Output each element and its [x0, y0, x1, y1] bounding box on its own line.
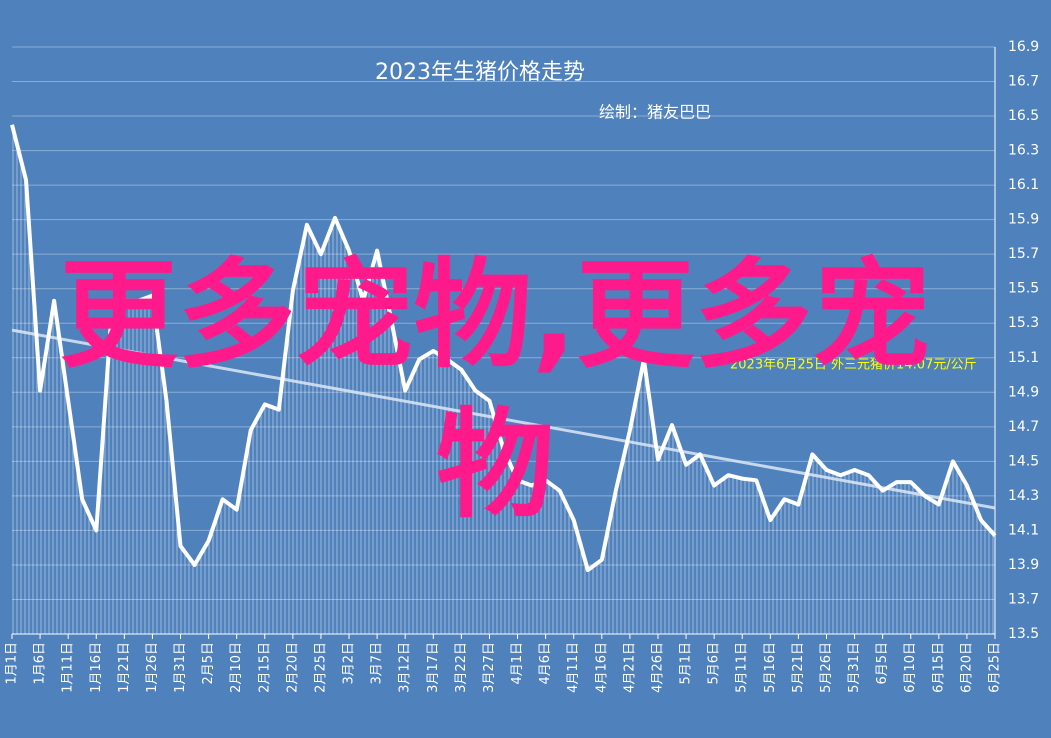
y-tick-label: 14.3	[1008, 488, 1039, 504]
x-tick-label: 4月11日	[566, 642, 581, 693]
x-tick-label: 4月16日	[594, 642, 609, 693]
x-tick-label: 3月22日	[454, 642, 469, 693]
y-tick-label: 15.5	[1008, 281, 1039, 297]
y-tick-label: 14.9	[1008, 384, 1039, 400]
subtitle: 绘制：猪友巴巴	[599, 103, 711, 122]
x-tick-label: 1月26日	[145, 642, 160, 693]
x-tick-label: 4月26日	[650, 642, 665, 693]
x-tick-label: 3月7日	[370, 642, 385, 685]
x-tick-label: 1月31日	[173, 642, 188, 693]
x-tick-label: 5月26日	[819, 642, 834, 693]
chart-title: 2023年生猪价格走势	[375, 60, 585, 85]
x-tick-label: 6月20日	[959, 642, 974, 693]
x-tick-label: 2月10日	[229, 642, 244, 693]
x-tick-label: 3月12日	[398, 642, 413, 693]
y-tick-label: 15.1	[1008, 350, 1039, 366]
x-tick-label: 1月6日	[33, 642, 48, 685]
x-tick-label: 1月16日	[89, 642, 104, 693]
x-tick-label: 6月15日	[931, 642, 946, 693]
x-tick-label: 5月16日	[763, 642, 778, 693]
y-tick-label: 16.5	[1008, 108, 1039, 124]
x-tick-label: 6月5日	[875, 642, 890, 685]
x-tick-label: 2月5日	[201, 642, 216, 685]
x-tick-label: 5月1日	[679, 642, 694, 685]
y-tick-label: 14.5	[1008, 453, 1039, 469]
y-tick-label: 13.9	[1008, 557, 1039, 573]
x-tick-label: 4月6日	[538, 642, 553, 685]
y-tick-label: 14.7	[1008, 419, 1039, 435]
y-tick-label: 15.7	[1008, 246, 1039, 262]
x-tick-label: 5月31日	[847, 642, 862, 693]
y-tick-label: 16.3	[1008, 143, 1039, 159]
y-tick-label: 16.7	[1008, 74, 1039, 90]
y-tick-label: 15.3	[1008, 315, 1039, 331]
x-tick-label: 1月1日	[5, 642, 20, 685]
y-tick-label: 16.9	[1008, 39, 1039, 55]
x-tick-label: 6月25日	[988, 642, 1003, 693]
x-tick-label: 3月17日	[426, 642, 441, 693]
x-tick-label: 1月11日	[61, 642, 76, 693]
y-tick-label: 13.5	[1008, 626, 1039, 642]
x-tick-label: 6月10日	[903, 642, 918, 693]
x-tick-label: 2月20日	[285, 642, 300, 693]
x-tick-label: 3月27日	[482, 642, 497, 693]
x-tick-label: 2月25日	[313, 642, 328, 693]
x-tick-label: 2月15日	[257, 642, 272, 693]
x-tick-label: 4月1日	[510, 642, 525, 685]
watermark: 更多宠物,更多宠物	[59, 246, 931, 534]
line	[10, 124, 997, 573]
x-tick-label: 1月21日	[117, 642, 132, 693]
x-tick-label: 5月11日	[735, 642, 750, 693]
area	[12, 124, 995, 634]
x-tick-label: 3月2日	[342, 642, 357, 685]
y-tick-label: 14.1	[1008, 522, 1039, 538]
annotation: 2023年6月25日 外三元猪价14.07元/公斤	[730, 358, 977, 373]
x-tick-label: 5月6日	[707, 642, 722, 685]
x-tick-label: 5月21日	[791, 642, 806, 693]
y-tick-label: 13.7	[1008, 591, 1039, 607]
x-tick-label: 4月21日	[622, 642, 637, 693]
y-tick-label: 15.9	[1008, 212, 1039, 228]
trend-line	[11, 328, 996, 510]
y-tick-label: 16.1	[1008, 177, 1039, 193]
